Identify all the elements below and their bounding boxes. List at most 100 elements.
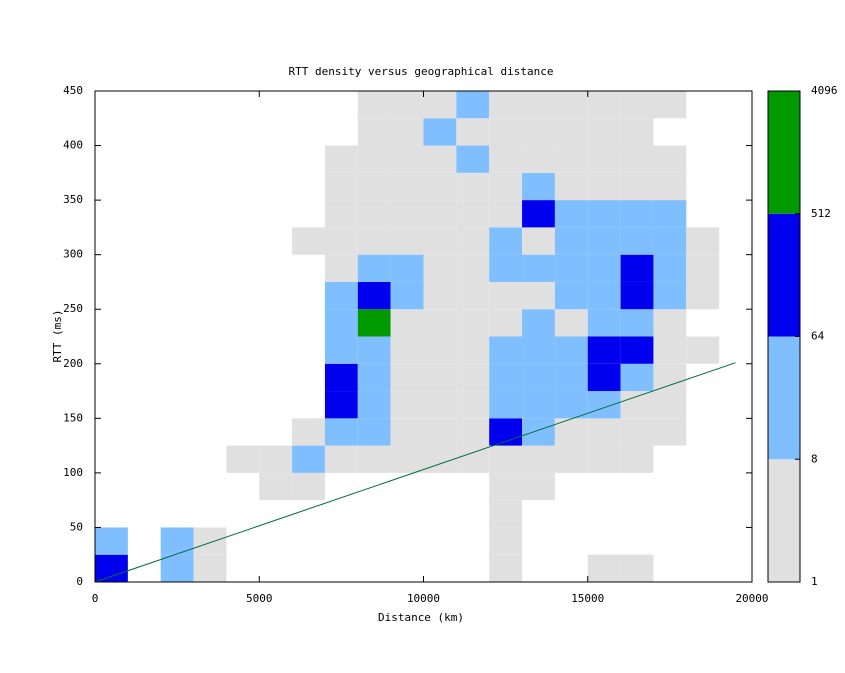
- heatmap-cell: [554, 172, 588, 201]
- heatmap-cell: [324, 281, 358, 310]
- heatmap-cell: [686, 336, 720, 364]
- heatmap-cell: [522, 200, 555, 228]
- heatmap-cell: [390, 445, 424, 473]
- heatmap-cell: [226, 445, 260, 473]
- heatmap-cell: [292, 445, 325, 473]
- heatmap-cell: [324, 227, 358, 255]
- heatmap-cell: [489, 145, 523, 173]
- heatmap-cell: [324, 172, 358, 201]
- heatmap-cell: [620, 172, 654, 201]
- heatmap-cell: [489, 91, 523, 119]
- heatmap-cell: [456, 309, 490, 337]
- heatmap-cell: [324, 145, 358, 173]
- heatmap-cell: [95, 554, 128, 582]
- y-axis-label: RTT (ms): [51, 310, 64, 363]
- heatmap-cell: [357, 445, 391, 473]
- heatmap-cell: [489, 118, 523, 146]
- heatmap-cell: [522, 145, 555, 173]
- heatmap-cell: [390, 418, 424, 446]
- heatmap-cell: [423, 309, 457, 337]
- heatmap-cell: [456, 172, 490, 201]
- heatmap-cell: [423, 145, 457, 173]
- heatmap-cell: [522, 445, 555, 473]
- colorbar-tick-label: 4096: [811, 84, 838, 97]
- heatmap-cell: [456, 281, 490, 310]
- heatmap-cell: [193, 554, 227, 582]
- heatmap-cell: [686, 254, 720, 282]
- heatmap-cell: [423, 281, 457, 310]
- heatmap-cell: [620, 309, 654, 337]
- heatmap-cell: [357, 391, 391, 419]
- heatmap-cell: [423, 336, 457, 364]
- x-axis-label: Distance (km): [378, 611, 464, 624]
- heatmap-cell: [554, 391, 588, 419]
- heatmap-cell: [653, 254, 687, 282]
- heatmap-cell: [653, 91, 687, 119]
- heatmap-cell: [522, 336, 555, 364]
- overlay: 0 5000 10000 15000 20000 0 50 100 150 200 250 300 35…: [63, 84, 837, 605]
- heatmap-cell: [653, 336, 687, 364]
- heatmap-cell: [620, 227, 654, 255]
- heatmap-cell: [686, 227, 720, 255]
- heatmap-cell: [554, 336, 588, 364]
- heatmap-cell: [259, 472, 293, 501]
- heatmap-cell: [587, 172, 621, 201]
- heatmap-cell: [554, 363, 588, 392]
- heatmap-cell: [357, 118, 391, 146]
- heatmap-cell: [587, 118, 621, 146]
- heatmap-cell: [620, 363, 654, 392]
- heatmap-cell: [554, 254, 588, 282]
- y-tick-label: 300: [63, 248, 83, 261]
- heatmap-cell: [456, 363, 490, 392]
- heatmap-cell: [423, 391, 457, 419]
- heatmap-cell: [522, 118, 555, 146]
- heatmap-cell: [522, 227, 555, 255]
- heatmap-cell: [390, 91, 424, 119]
- y-tick-label: 250: [63, 302, 83, 315]
- heatmap-cell: [522, 254, 555, 282]
- heatmap-cell: [357, 91, 391, 119]
- y-tick-label: 150: [63, 411, 83, 424]
- heatmap-cell: [489, 472, 523, 501]
- heatmap-cell: [423, 200, 457, 228]
- heatmap-cell: [456, 227, 490, 255]
- heatmap-cell: [456, 336, 490, 364]
- heatmap-cell: [489, 309, 523, 337]
- heatmap-cell: [390, 391, 424, 419]
- heatmap-cell: [357, 363, 391, 392]
- colorbar-tick-label: 512: [811, 207, 831, 220]
- heatmap-cell: [193, 527, 227, 555]
- heatmap-cell: [587, 391, 621, 419]
- heatmap-cell: [522, 281, 555, 310]
- heatmap-cell: [653, 391, 687, 419]
- heatmap-cell: [489, 172, 523, 201]
- heatmap-cell: [489, 445, 523, 473]
- heatmap-cell: [522, 309, 555, 337]
- heatmap-cell: [620, 118, 654, 146]
- heatmap-cell: [489, 336, 523, 364]
- y-tick-label: 350: [63, 193, 83, 206]
- heatmap-cell: [390, 172, 424, 201]
- colorbar-band: [768, 459, 800, 582]
- heatmap-cell: [587, 145, 621, 173]
- heatmap-cell: [522, 363, 555, 392]
- heatmap-cell: [292, 227, 325, 255]
- heatmap-cell: [554, 227, 588, 255]
- colorbar-tick-label: 1: [811, 575, 818, 588]
- heatmap-cell: [554, 91, 588, 119]
- heatmap-cell: [324, 254, 358, 282]
- heatmap-cell: [522, 172, 555, 201]
- heatmap-cell: [587, 363, 621, 392]
- y-tick-label: 450: [63, 84, 83, 97]
- heatmap-cell: [390, 363, 424, 392]
- heatmap-cell: [489, 500, 523, 528]
- heatmap-cell: [292, 418, 325, 446]
- heatmap-cell: [357, 200, 391, 228]
- heatmap-cell: [324, 418, 358, 446]
- heatmap-cell: [357, 145, 391, 173]
- heatmap-cell: [390, 118, 424, 146]
- heatmap-cell: [357, 227, 391, 255]
- heatmap-cell: [357, 336, 391, 364]
- heatmap-cell: [554, 200, 588, 228]
- heatmap-cell: [390, 200, 424, 228]
